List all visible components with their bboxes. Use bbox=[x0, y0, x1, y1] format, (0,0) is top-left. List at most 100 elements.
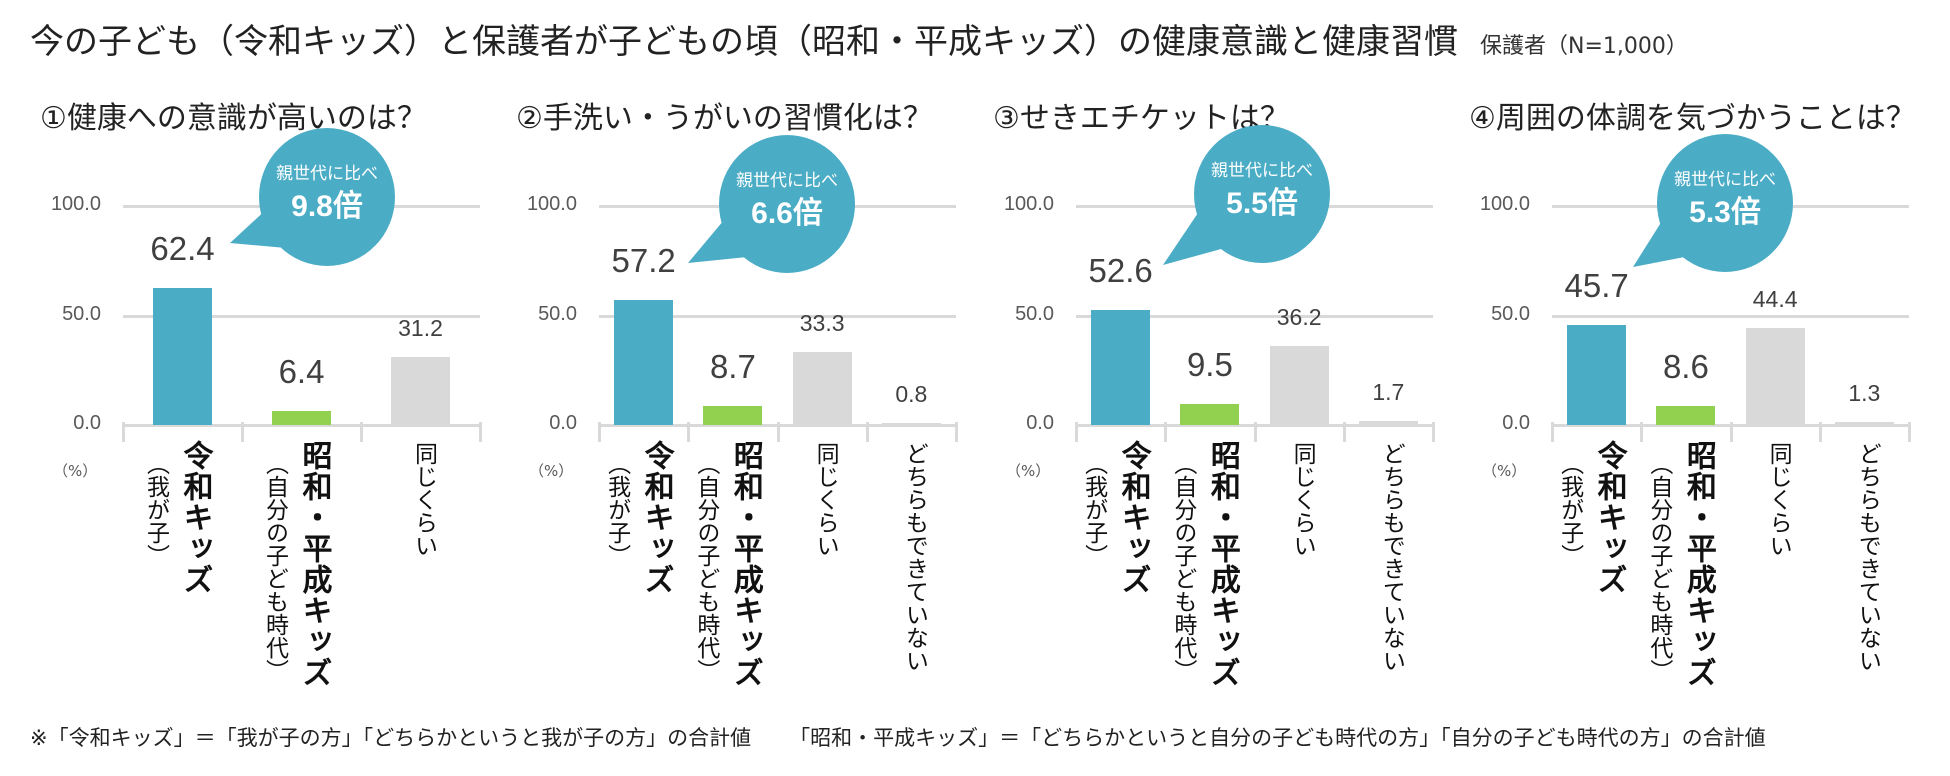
callout-circle bbox=[1657, 134, 1793, 272]
data-label: 8.7 bbox=[709, 347, 756, 385]
category-tick bbox=[241, 422, 244, 442]
unit-label: （%） bbox=[53, 462, 98, 480]
bar-neither bbox=[881, 423, 941, 426]
bar-same bbox=[391, 356, 450, 425]
category-tick bbox=[1640, 422, 1644, 442]
category-label: どちらもできていない bbox=[901, 442, 928, 672]
footnote: ※「令和キッズ」＝「我が子の方」「どちらかというと我が子の方」の合計値 「昭和・平… bbox=[30, 722, 1766, 752]
y-tick-label: 100.0 bbox=[50, 193, 101, 215]
bar-showa bbox=[1656, 406, 1716, 425]
category-label-main: 昭和・平成キッズ bbox=[727, 440, 763, 688]
category-label: 同じくらい bbox=[1289, 442, 1316, 557]
category-label-main: 令和キッズ bbox=[1591, 440, 1627, 595]
category-label: 同じくらい bbox=[1765, 442, 1792, 557]
bar-reiwa bbox=[1091, 309, 1151, 425]
bar-showa bbox=[703, 405, 763, 425]
category-label: どちらもできていない bbox=[1378, 442, 1405, 672]
category-tick bbox=[122, 422, 125, 442]
category-tick bbox=[1729, 422, 1733, 442]
callout-line1: 親世代に比べ bbox=[1211, 161, 1313, 181]
data-label: 45.7 bbox=[1564, 266, 1629, 304]
data-label: 1.7 bbox=[1372, 379, 1405, 406]
category-tick bbox=[598, 422, 601, 442]
data-label: 8.6 bbox=[1662, 348, 1709, 386]
gridline bbox=[1076, 314, 1433, 318]
category-tick bbox=[1551, 422, 1554, 442]
y-tick-label: 50.0 bbox=[1015, 302, 1054, 325]
category-tick bbox=[360, 422, 363, 442]
unit-label: （%） bbox=[529, 462, 574, 480]
chart-title: ④周囲の体調を気づかうことは？ bbox=[1469, 101, 1916, 136]
page-title: 今の子ども（令和キッズ）と保護者が子どもの頃（昭和・平成キッズ）の健康意識と健康… bbox=[30, 14, 1688, 63]
bar-same bbox=[1745, 327, 1805, 425]
bar-neither bbox=[1358, 421, 1418, 425]
callout-ratio: 9.8倍 bbox=[291, 190, 363, 223]
gridline bbox=[1552, 314, 1909, 318]
y-tick-label: 100.0 bbox=[1003, 193, 1054, 215]
category-label: 同じくらい bbox=[812, 442, 839, 557]
category-label-main: 昭和・平成キッズ bbox=[1204, 440, 1240, 688]
category-label-sub: （自分の子ども時代） bbox=[1169, 452, 1196, 682]
data-label: 44.4 bbox=[1752, 285, 1798, 312]
category-label: 同じくらい bbox=[410, 442, 437, 557]
bar-reiwa bbox=[614, 299, 674, 425]
data-label: 36.2 bbox=[1276, 303, 1322, 330]
category-label-main: 令和キッズ bbox=[177, 440, 213, 595]
unit-label: （%） bbox=[1006, 462, 1051, 480]
category-tick bbox=[955, 422, 958, 442]
x-axis-line bbox=[123, 424, 480, 427]
category-tick bbox=[776, 422, 780, 442]
callout-circle bbox=[259, 128, 395, 266]
callout-line1: 親世代に比べ bbox=[276, 164, 378, 184]
data-label: 52.6 bbox=[1088, 251, 1153, 289]
category-tick bbox=[1164, 422, 1168, 442]
category-label-main: 昭和・平成キッズ bbox=[296, 440, 332, 688]
y-tick-label: 50.0 bbox=[1491, 302, 1530, 325]
y-tick-label: 0.0 bbox=[549, 412, 577, 434]
data-label: 1.3 bbox=[1848, 380, 1881, 407]
bar-showa bbox=[272, 410, 331, 425]
data-label: 0.8 bbox=[895, 381, 928, 408]
gridline bbox=[123, 314, 480, 318]
bar-same bbox=[1269, 345, 1329, 425]
y-tick-label: 100.0 bbox=[1479, 193, 1530, 215]
category-tick bbox=[1342, 422, 1346, 442]
category-tick bbox=[479, 422, 482, 442]
chart-title: ①健康への意識が高いのは？ bbox=[40, 101, 427, 136]
y-tick-label: 100.0 bbox=[526, 193, 577, 215]
y-tick-label: 50.0 bbox=[538, 302, 577, 325]
category-label-sub: （我が子） bbox=[142, 452, 169, 567]
footnote-reiwa: ※「令和キッズ」＝「我が子の方」「どちらかというと我が子の方」の合計値 bbox=[30, 726, 752, 750]
callout-ratio: 5.5倍 bbox=[1226, 187, 1298, 220]
y-tick-label: 50.0 bbox=[62, 302, 101, 325]
callout-ratio: 6.6倍 bbox=[751, 197, 823, 230]
gridline bbox=[599, 314, 956, 318]
category-label-main: 令和キッズ bbox=[638, 440, 674, 595]
callout-line1: 親世代に比べ bbox=[736, 171, 838, 191]
chart-title: ②手洗い・うがいの習慣化は？ bbox=[516, 101, 933, 136]
callout-line1: 親世代に比べ bbox=[1674, 170, 1776, 190]
category-label: どちらもできていない bbox=[1854, 442, 1881, 672]
unit-label: （%） bbox=[1482, 462, 1527, 480]
category-label-sub: （自分の子ども時代） bbox=[261, 452, 288, 682]
category-tick bbox=[1253, 422, 1257, 442]
data-label: 9.5 bbox=[1186, 346, 1233, 384]
sample-note: 保護者（N=1,000） bbox=[1480, 34, 1688, 59]
category-tick bbox=[1908, 422, 1911, 442]
category-label-sub: （我が子） bbox=[1080, 452, 1107, 567]
footnote-showa: 「昭和・平成キッズ」＝「どちらかというと自分の子ども時代の方」「自分の子ども時代… bbox=[789, 726, 1766, 750]
category-tick bbox=[865, 422, 869, 442]
bar-reiwa bbox=[153, 288, 212, 425]
y-tick-label: 0.0 bbox=[1026, 412, 1054, 434]
bar-reiwa bbox=[1567, 324, 1627, 425]
y-tick-label: 0.0 bbox=[1502, 412, 1530, 434]
data-label: 62.4 bbox=[150, 230, 215, 268]
category-label-main: 昭和・平成キッズ bbox=[1680, 440, 1716, 688]
y-tick-label: 0.0 bbox=[73, 412, 101, 434]
title-text: 今の子ども（令和キッズ）と保護者が子どもの頃（昭和・平成キッズ）の健康意識と健康… bbox=[30, 22, 1458, 62]
category-label-sub: （我が子） bbox=[603, 452, 630, 567]
data-label: 6.4 bbox=[278, 352, 325, 390]
